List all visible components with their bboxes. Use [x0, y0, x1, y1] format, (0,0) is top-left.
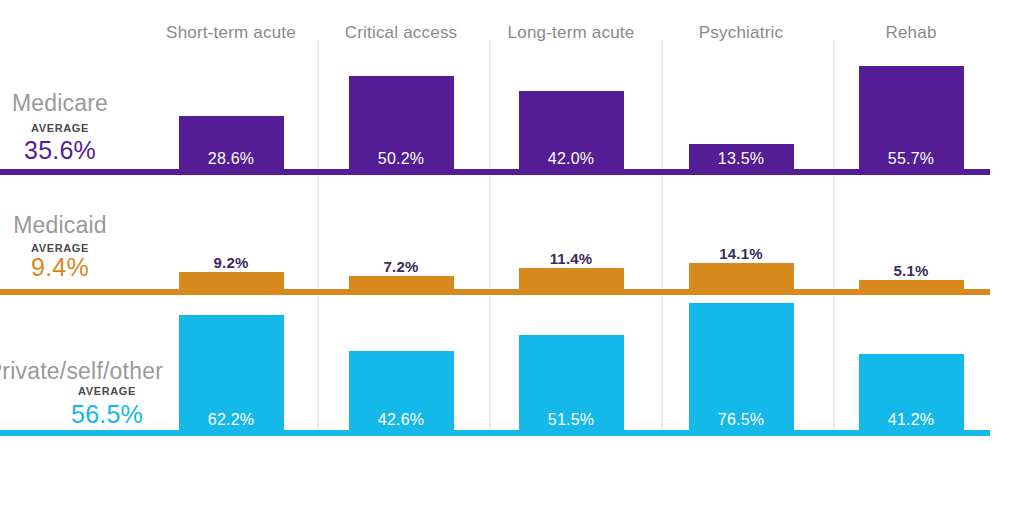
bar-value-private-self-other-rehab: 41.2% — [859, 411, 964, 429]
bar-value-medicare-psychiatric: 13.5% — [689, 150, 794, 168]
row-title-private-self-other: Private/self/other — [0, 360, 163, 383]
bar-private-self-other-rehab: 41.2% — [859, 354, 964, 433]
row-title-medicaid: Medicaid — [13, 214, 107, 237]
column-separator-2 — [489, 40, 491, 430]
bar-value-private-self-other-short-term-acute: 62.2% — [179, 411, 284, 429]
bar-medicare-psychiatric: 13.5% — [689, 144, 794, 172]
bar-value-medicaid-long-term-acute: 11.4% — [550, 250, 593, 267]
bar-medicare-critical-access: 50.2% — [349, 76, 454, 172]
bar-medicaid-critical-access — [349, 276, 454, 292]
baseline-medicaid — [0, 289, 990, 295]
average-value-private-self-other: 56.5% — [71, 402, 143, 427]
column-header-critical-access: Critical access — [345, 23, 458, 43]
bar-medicare-rehab: 55.7% — [859, 66, 964, 172]
bar-medicaid-psychiatric — [689, 263, 794, 292]
bar-medicaid-long-term-acute — [519, 268, 624, 292]
bar-value-medicare-rehab: 55.7% — [859, 150, 964, 168]
payer-mix-chart: Short-term acute Critical access Long-term… — [0, 0, 1024, 512]
column-header-rehab: Rehab — [885, 23, 936, 43]
column-header-long-term-acute: Long-term acute — [508, 23, 635, 43]
column-separator-4 — [833, 40, 835, 430]
bar-value-medicaid-short-term-acute: 9.2% — [214, 254, 249, 271]
bar-private-self-other-critical-access: 42.6% — [349, 351, 454, 433]
column-separator-1 — [317, 40, 319, 430]
row-title-medicare: Medicare — [12, 92, 108, 115]
bar-medicaid-rehab — [859, 280, 964, 292]
bar-medicare-short-term-acute: 28.6% — [179, 116, 284, 172]
baseline-medicare — [0, 169, 990, 175]
average-value-medicaid: 9.4% — [31, 255, 89, 280]
column-separator-3 — [661, 40, 663, 430]
average-caption-private-self-other: AVERAGE — [78, 386, 136, 397]
average-value-medicare: 35.6% — [24, 138, 96, 163]
bar-value-medicare-long-term-acute: 42.0% — [519, 150, 624, 168]
bar-private-self-other-psychiatric: 76.5% — [689, 303, 794, 433]
average-caption-medicare: AVERAGE — [31, 123, 89, 134]
bar-private-self-other-short-term-acute: 62.2% — [179, 315, 284, 433]
baseline-private-self-other — [0, 430, 990, 436]
bar-value-medicaid-critical-access: 7.2% — [384, 258, 419, 275]
bar-value-private-self-other-long-term-acute: 51.5% — [519, 411, 624, 429]
bar-value-medicaid-rehab: 5.1% — [894, 262, 929, 279]
bar-medicaid-short-term-acute — [179, 272, 284, 292]
column-header-psychiatric: Psychiatric — [699, 23, 783, 43]
column-header-short-term-acute: Short-term acute — [166, 23, 296, 43]
bar-value-medicaid-psychiatric: 14.1% — [719, 245, 763, 262]
bar-value-medicare-short-term-acute: 28.6% — [179, 150, 284, 168]
bar-private-self-other-long-term-acute: 51.5% — [519, 335, 624, 433]
bar-value-private-self-other-critical-access: 42.6% — [349, 411, 454, 429]
bar-medicare-long-term-acute: 42.0% — [519, 91, 624, 172]
bar-value-private-self-other-psychiatric: 76.5% — [689, 411, 794, 429]
bar-value-medicare-critical-access: 50.2% — [349, 150, 454, 168]
